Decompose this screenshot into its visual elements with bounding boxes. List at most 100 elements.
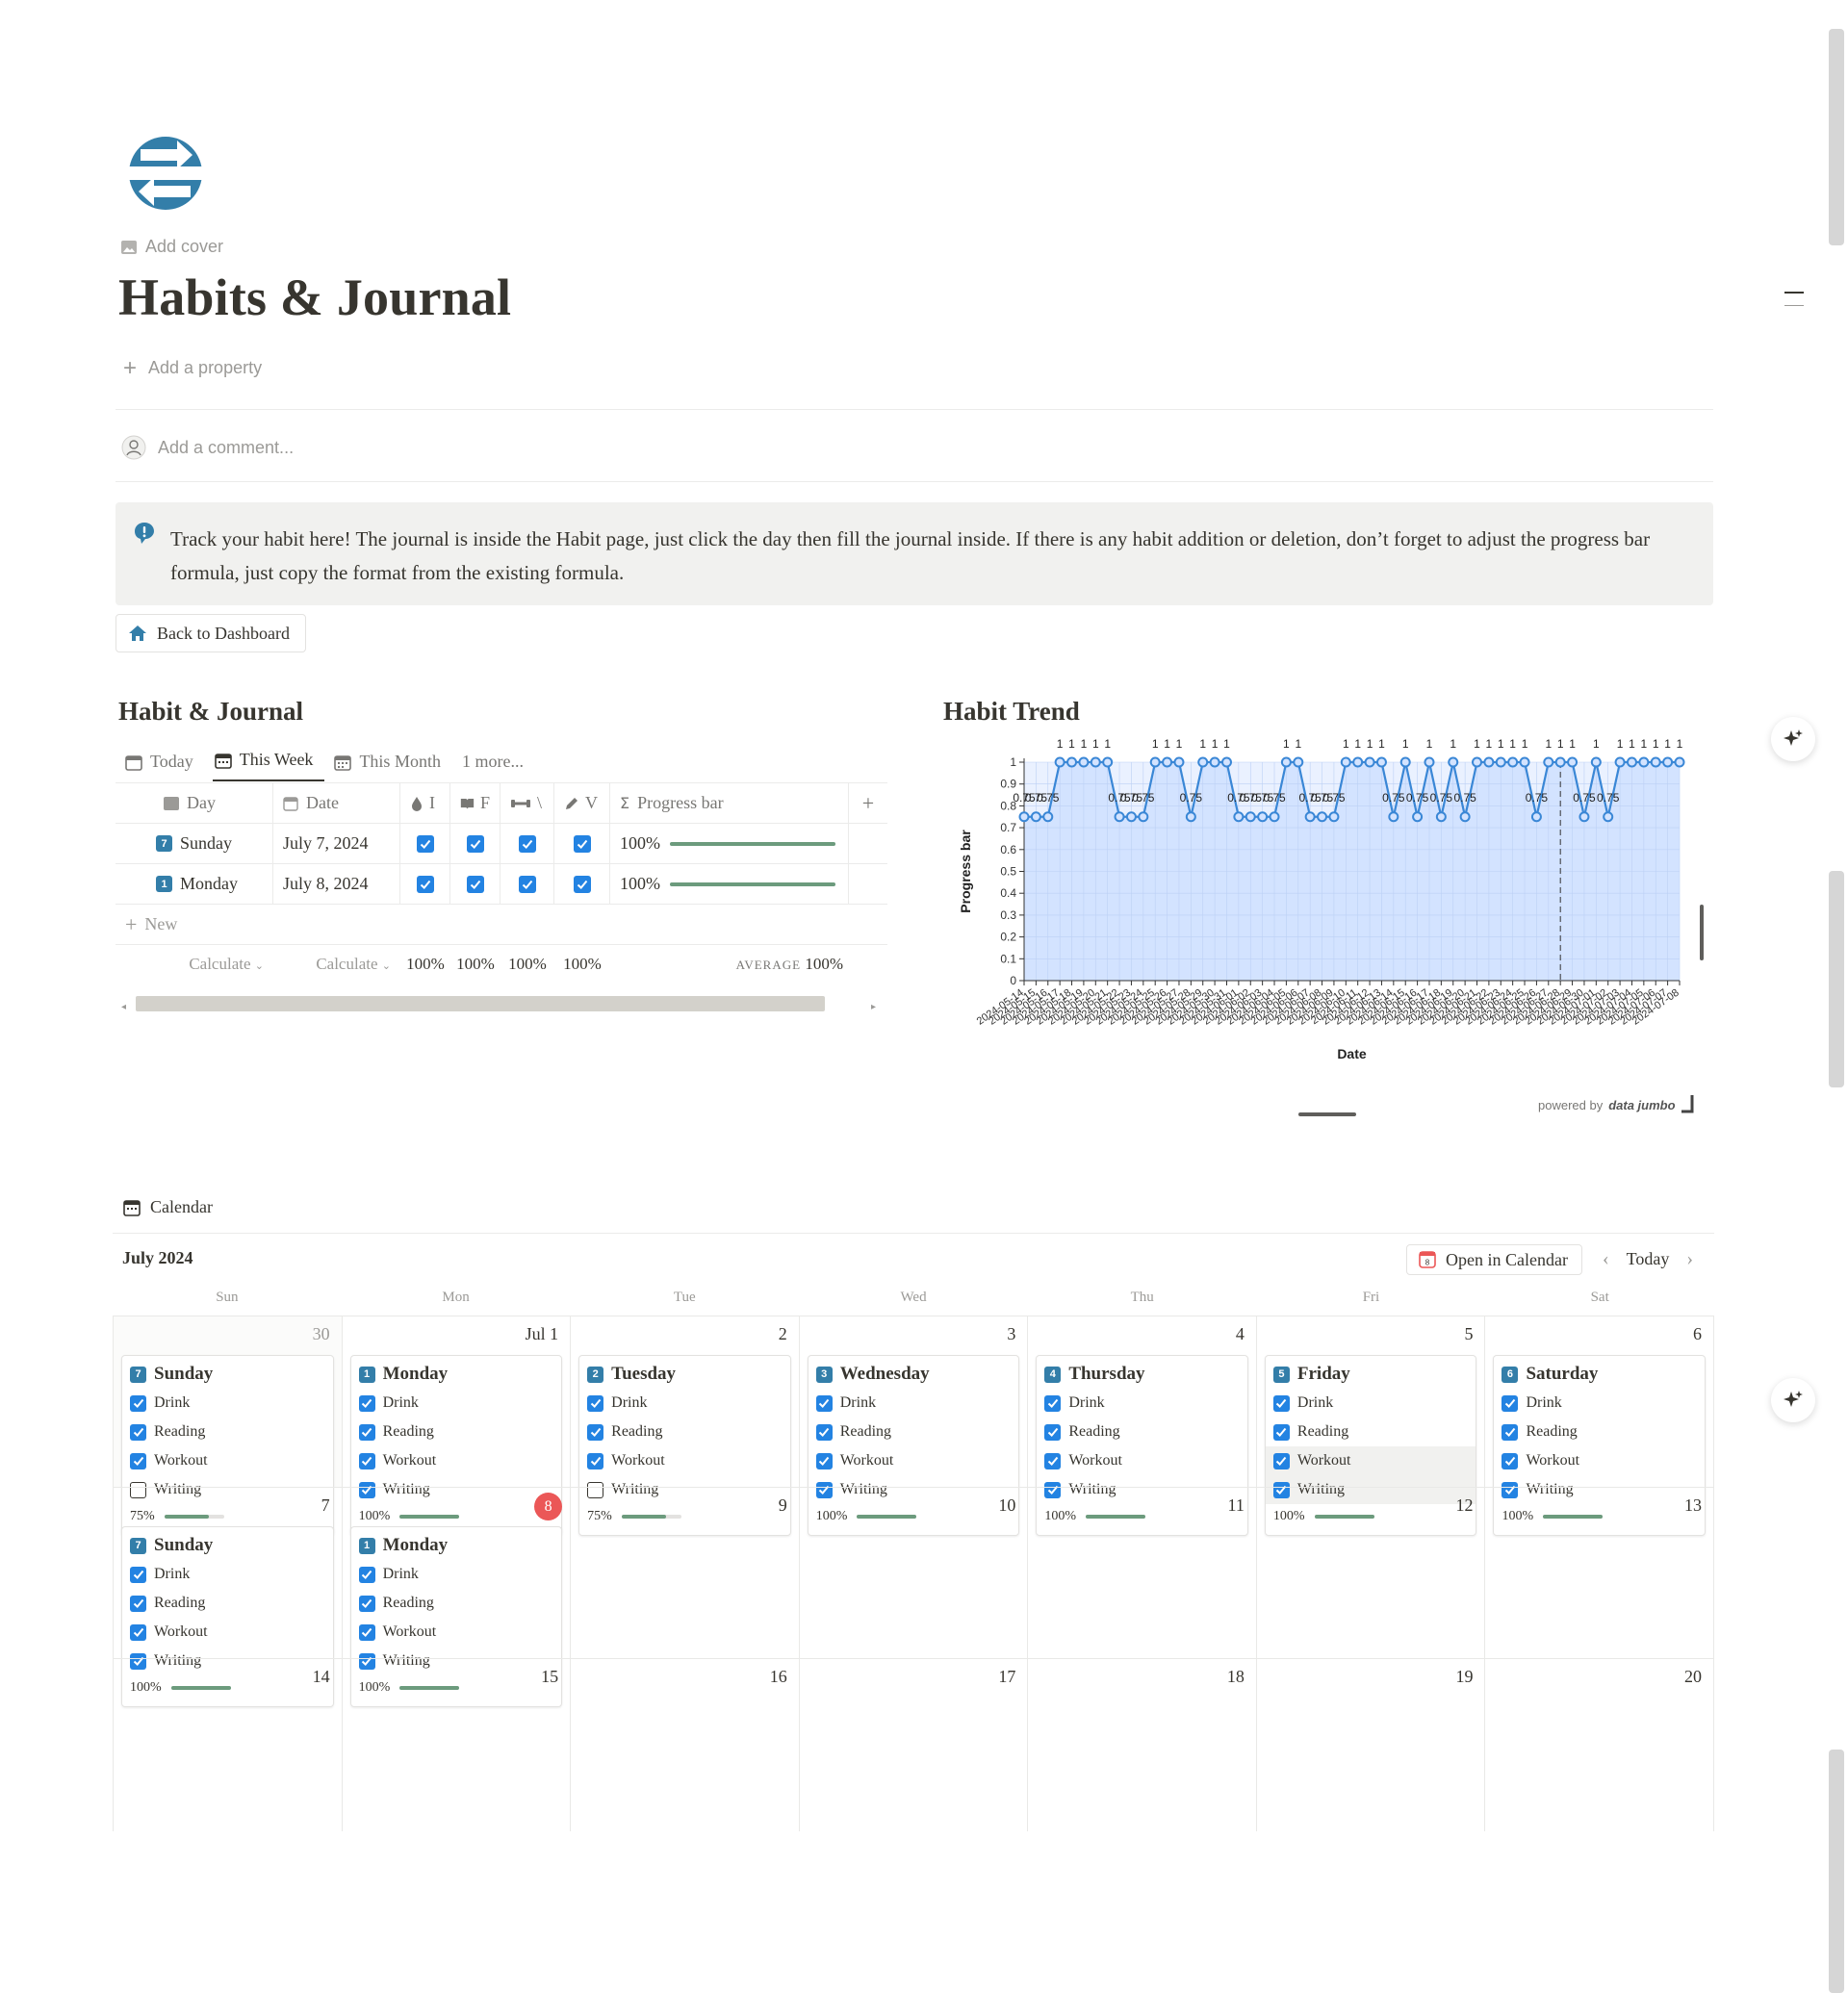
tab-today[interactable]: Today xyxy=(123,752,205,781)
cell-date[interactable]: July 7, 2024 xyxy=(273,824,400,863)
checkbox-checked[interactable] xyxy=(518,834,536,853)
calendar-day[interactable]: 13 xyxy=(1484,1487,1715,1658)
table-row[interactable]: 7 Sunday July 7, 2024 100% xyxy=(116,824,887,864)
calculate-day[interactable]: Calculate ⌄ xyxy=(116,955,273,974)
checkbox-checked[interactable] xyxy=(1272,1481,1290,1498)
tab-this-month[interactable]: This Month xyxy=(332,752,452,781)
habit-checkbox-cell[interactable] xyxy=(450,824,500,863)
checkbox-checked[interactable] xyxy=(1502,1481,1519,1498)
chevron-left-icon[interactable]: ‹ xyxy=(1603,1248,1609,1269)
open-in-calendar-button[interactable]: 8 Open in Calendar xyxy=(1406,1244,1582,1275)
habit-card[interactable]: 4 Thursday Drink Reading Workout Writing 100% xyxy=(1036,1355,1248,1536)
checkbox-checked[interactable] xyxy=(1502,1394,1519,1412)
habit-checkbox-cell[interactable] xyxy=(554,864,610,904)
calendar-day[interactable]: 15 xyxy=(341,1658,571,1831)
col-workout-header[interactable]: \ xyxy=(500,783,554,823)
habit-checkbox-cell[interactable] xyxy=(400,864,450,904)
checkbox-unchecked[interactable] xyxy=(130,1481,146,1498)
checkbox-checked[interactable] xyxy=(1044,1394,1062,1412)
checkbox-checked[interactable] xyxy=(1044,1423,1062,1441)
checkbox-checked[interactable] xyxy=(1272,1452,1290,1469)
checkbox-checked[interactable] xyxy=(466,875,484,893)
page-scrollbar-thumb[interactable] xyxy=(1829,871,1844,1087)
habit-card[interactable]: 2 Tuesday Drink Reading Workout Writing 75% xyxy=(578,1355,791,1536)
add-column-button[interactable]: + xyxy=(849,783,887,823)
tab-this-week[interactable]: This Week xyxy=(212,750,325,781)
checkbox-checked[interactable] xyxy=(130,1452,146,1469)
checkbox-checked[interactable] xyxy=(358,1566,375,1583)
back-to-dashboard-button[interactable]: Back to Dashboard xyxy=(116,614,306,652)
calendar-day[interactable]: Jul 1 1 Monday Drink Reading Workout Writing 10… xyxy=(341,1316,571,1536)
checkbox-checked[interactable] xyxy=(130,1623,146,1641)
habit-checkbox-cell[interactable] xyxy=(500,824,554,863)
col-day-header[interactable]: Day xyxy=(116,783,273,823)
embed-resize-handle-vertical[interactable] xyxy=(1700,905,1704,960)
checkbox-checked[interactable] xyxy=(1044,1481,1062,1498)
table-row[interactable]: 1 Monday July 8, 2024 100% xyxy=(116,864,887,905)
checkbox-checked[interactable] xyxy=(358,1423,375,1441)
calendar-day[interactable]: 10 xyxy=(798,1487,1028,1658)
habit-card[interactable]: 7 Sunday Drink Reading Workout Writing 75% xyxy=(121,1355,334,1536)
calculate-date[interactable]: Calculate ⌄ xyxy=(273,955,400,974)
calc-workout[interactable]: 100% xyxy=(508,955,547,973)
col-reading-header[interactable]: F xyxy=(450,783,500,823)
calendar-day[interactable]: 5 5 Friday Drink Reading Workout Writing 100% xyxy=(1255,1316,1485,1536)
col-progress-header[interactable]: Σ Progress bar xyxy=(610,783,849,823)
checkbox-checked[interactable] xyxy=(416,875,434,893)
checkbox-checked[interactable] xyxy=(358,1481,375,1498)
checkbox-checked[interactable] xyxy=(130,1595,146,1612)
embed-resize-handle[interactable] xyxy=(1298,1112,1356,1116)
outline-toggle-icon[interactable] xyxy=(1784,292,1804,294)
calendar-day[interactable]: 19 xyxy=(1255,1658,1485,1831)
checkbox-checked[interactable] xyxy=(573,875,591,893)
page-icon[interactable] xyxy=(127,135,204,212)
checkbox-checked[interactable] xyxy=(1044,1452,1062,1469)
calendar-view-title[interactable]: Calendar xyxy=(123,1197,213,1217)
calc-writing[interactable]: 100% xyxy=(563,955,602,973)
checkbox-checked[interactable] xyxy=(416,834,434,853)
col-date-header[interactable]: Date xyxy=(273,783,400,823)
habit-checkbox-cell[interactable] xyxy=(554,824,610,863)
ai-assist-button[interactable] xyxy=(1771,717,1815,761)
calendar-day[interactable]: 12 xyxy=(1255,1487,1485,1658)
col-writing-header[interactable]: V xyxy=(554,783,610,823)
add-comment-field[interactable]: Add a comment... xyxy=(121,435,294,460)
habit-checkbox-cell[interactable] xyxy=(400,824,450,863)
checkbox-checked[interactable] xyxy=(466,834,484,853)
calendar-day[interactable]: 4 4 Thursday Drink Reading Workout Writing 100% xyxy=(1027,1316,1256,1536)
checkbox-checked[interactable] xyxy=(587,1394,604,1412)
checkbox-checked[interactable] xyxy=(815,1481,833,1498)
calendar-day[interactable]: 2 2 Tuesday Drink Reading Workout Writing 75% xyxy=(570,1316,799,1536)
habit-card[interactable]: 5 Friday Drink Reading Workout Writing 100% xyxy=(1264,1355,1477,1536)
habit-card[interactable]: 6 Saturday Drink Reading Workout Writing 100% xyxy=(1493,1355,1707,1536)
page-scrollbar-thumb[interactable] xyxy=(1829,29,1844,245)
checkbox-checked[interactable] xyxy=(815,1423,833,1441)
checkbox-checked[interactable] xyxy=(130,1566,146,1583)
checkbox-checked[interactable] xyxy=(130,1652,146,1670)
col-drink-header[interactable]: I xyxy=(400,783,450,823)
calendar-day[interactable]: 11 xyxy=(1027,1487,1256,1658)
calendar-day[interactable]: 3 3 Wednesday Drink Reading Workout Writing 100… xyxy=(798,1316,1028,1536)
chevron-right-icon[interactable]: › xyxy=(1686,1248,1694,1269)
habit-card[interactable]: 1 Monday Drink Reading Workout Writing 100% xyxy=(349,1355,563,1536)
calendar-day[interactable]: 16 xyxy=(570,1658,799,1831)
tab-more[interactable]: 1 more... xyxy=(460,752,535,781)
habit-checkbox-cell[interactable] xyxy=(500,864,554,904)
calendar-day[interactable]: 7 7 Sunday Drink Reading Workout Writing 100% xyxy=(113,1487,342,1707)
checkbox-checked[interactable] xyxy=(130,1394,146,1412)
checkbox-checked[interactable] xyxy=(1272,1423,1290,1441)
calc-drink[interactable]: 100% xyxy=(406,955,445,973)
checkbox-checked[interactable] xyxy=(1502,1452,1519,1469)
checkbox-checked[interactable] xyxy=(815,1452,833,1469)
page-scrollbar-thumb[interactable] xyxy=(1829,1750,1844,1993)
checkbox-checked[interactable] xyxy=(358,1452,375,1469)
page-title[interactable]: Habits & Journal xyxy=(118,268,512,326)
checkbox-checked[interactable] xyxy=(587,1423,604,1441)
checkbox-checked[interactable] xyxy=(815,1394,833,1412)
cell-day[interactable]: 1 Monday xyxy=(116,864,273,904)
checkbox-checked[interactable] xyxy=(358,1394,375,1412)
checkbox-unchecked[interactable] xyxy=(587,1481,604,1498)
calendar-day[interactable]: 6 6 Saturday Drink Reading Workout Writing 100% xyxy=(1484,1316,1715,1536)
habit-card[interactable]: 3 Wednesday Drink Reading Workout Writing 100% xyxy=(807,1355,1020,1536)
checkbox-checked[interactable] xyxy=(518,875,536,893)
